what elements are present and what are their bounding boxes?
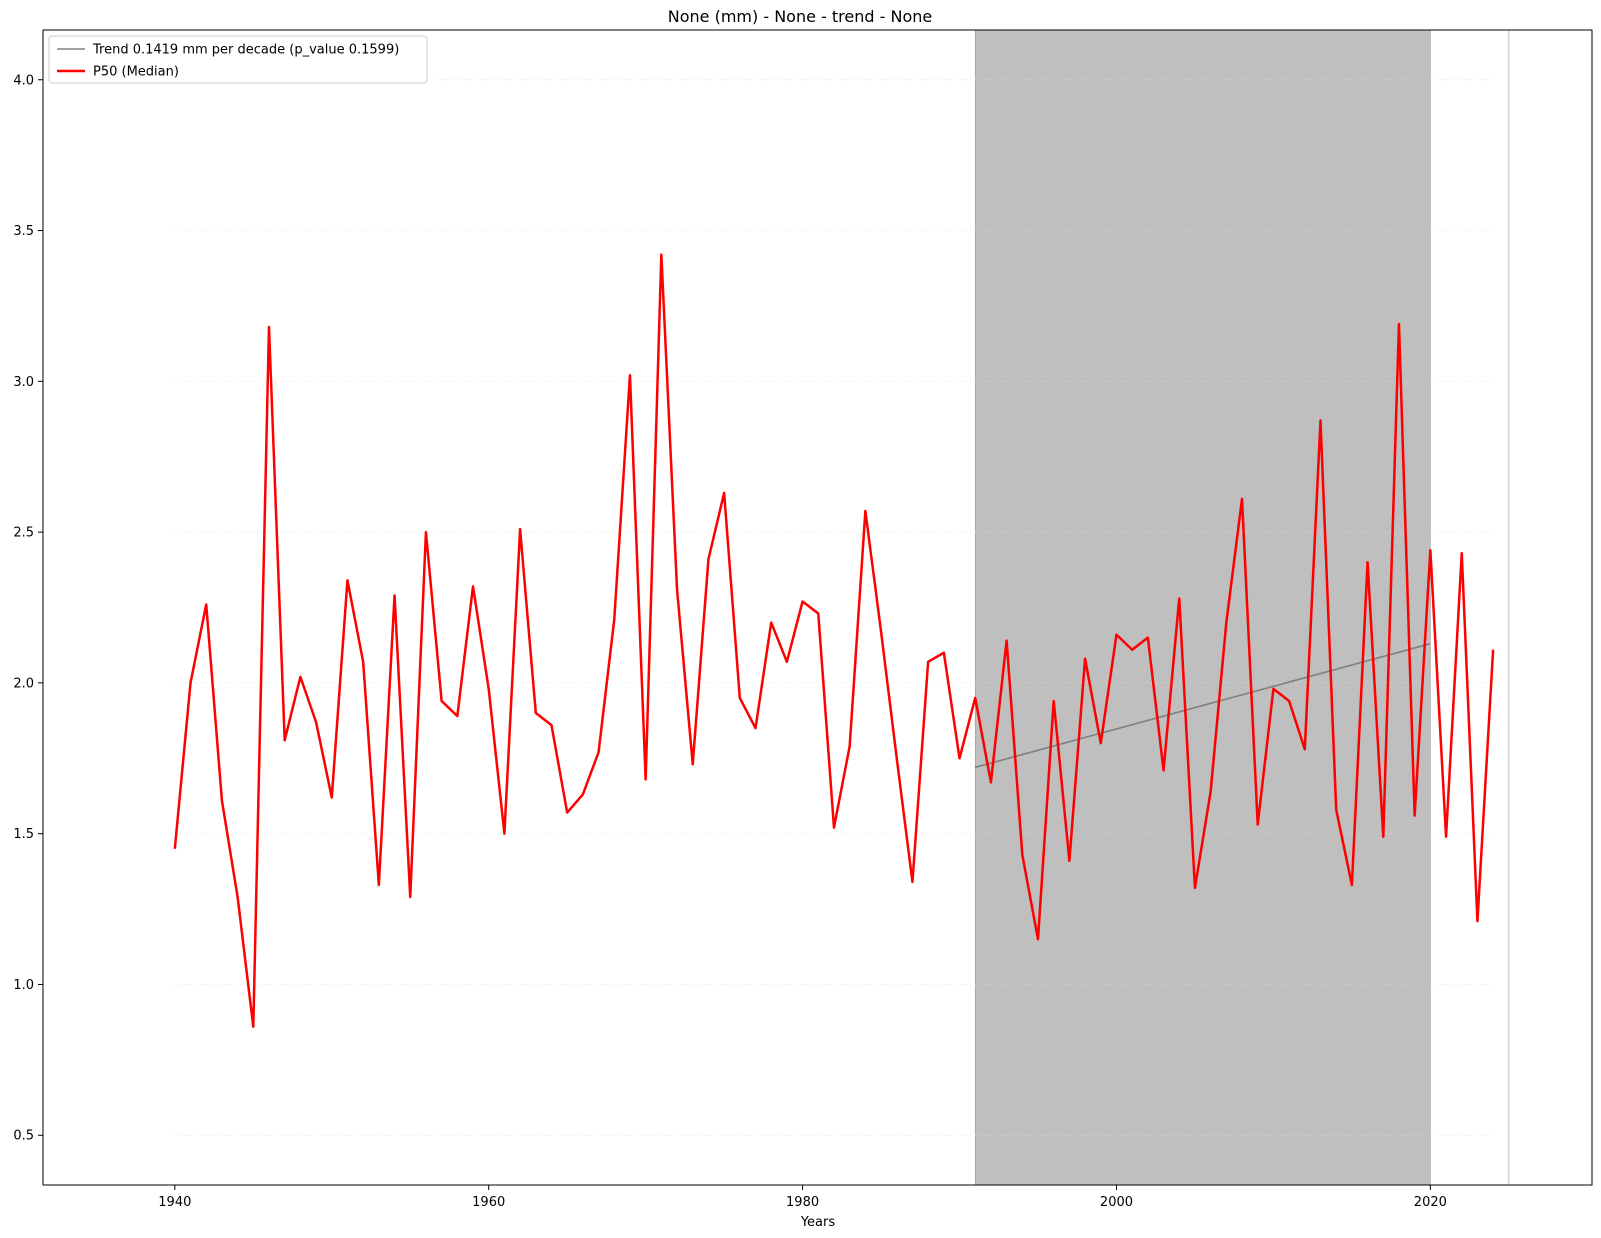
- y-tick-label-6: 3.5: [13, 224, 34, 239]
- x-tick-label-0: 1940: [158, 1195, 191, 1210]
- legend-label-trend: Trend 0.1419 mm per decade (p_value 0.15…: [92, 43, 399, 58]
- plot-area: 1940 1960 1980 2000 2020 0.5 1.0 1.5 2.0 2.5 3.0 3.…: [13, 29, 1593, 1210]
- legend-label-median: P50 (Median): [93, 65, 179, 80]
- reference-period-shade: [974, 29, 1431, 1186]
- median-series-line: [173, 253, 1495, 1028]
- y-tick-label-2: 1.5: [13, 827, 34, 842]
- axes-frame: [42, 29, 1593, 1186]
- x-tick-label-3: 2000: [1100, 1195, 1133, 1210]
- y-tick-label-1: 1.0: [13, 978, 34, 993]
- y-tick-label-5: 3.0: [13, 375, 34, 390]
- legend: Trend 0.1419 mm per decade (p_value 0.15…: [48, 35, 428, 84]
- y-tick-label-0: 0.5: [13, 1129, 34, 1144]
- y-tick-label-3: 2.0: [13, 676, 34, 691]
- x-tick-label-2: 1980: [786, 1195, 819, 1210]
- chart-title: None (mm) - None - trend - None: [668, 7, 932, 26]
- y-tick-label-7: 4.0: [13, 73, 34, 88]
- x-tick-label-1: 1960: [472, 1195, 505, 1210]
- legend-box: [48, 35, 428, 84]
- y-tick-label-4: 2.5: [13, 526, 34, 541]
- x-axis-label: Years: [800, 1215, 836, 1230]
- x-tick-label-4: 2020: [1414, 1195, 1447, 1210]
